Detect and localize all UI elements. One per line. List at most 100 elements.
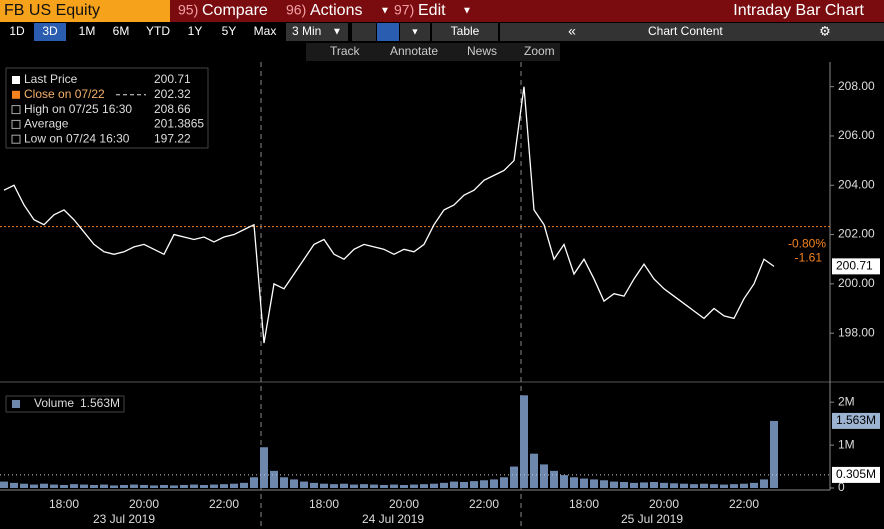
x-tick-label: 20:00 (129, 497, 159, 511)
volume-bar (550, 470, 558, 488)
period-label[interactable]: 6M (113, 24, 130, 38)
period-button[interactable] (106, 23, 136, 41)
line-icon[interactable] (352, 23, 376, 41)
collapse[interactable]: « (568, 23, 576, 39)
volume-legend-box (5, 395, 125, 413)
tool[interactable]: Track (330, 44, 361, 58)
tool[interactable]: News (467, 44, 497, 58)
volume-bar (530, 453, 538, 488)
x-tick-label: 22:00 (729, 497, 759, 511)
volume-bar (750, 482, 758, 488)
volume-bar (210, 484, 218, 488)
y-tick-label: 0 (838, 480, 845, 494)
period-button[interactable] (140, 23, 176, 41)
menu-number[interactable]: 97) (394, 2, 414, 18)
period-button[interactable] (214, 23, 244, 41)
y-tick-label: 2M (838, 394, 855, 408)
volume-bar (270, 470, 278, 488)
legend-swatch (11, 119, 21, 129)
table-button[interactable]: Table (451, 24, 480, 38)
volume-bar (120, 484, 128, 488)
top-bar (0, 0, 884, 22)
y-tick-label: 202.00 (838, 227, 875, 241)
security[interactable]: FB US Equity (4, 2, 100, 19)
period-button[interactable] (4, 23, 30, 41)
volume-bar (100, 484, 108, 488)
volume-bar (570, 477, 578, 488)
volume-bar (430, 483, 438, 488)
volume-bar (0, 481, 8, 488)
volume-bar (670, 483, 678, 488)
dropdown-arrow: ▼ (411, 26, 420, 36)
security-box[interactable] (0, 0, 170, 22)
volume-bar (480, 480, 488, 488)
legend-swatch (11, 134, 21, 144)
volume-bar (90, 484, 98, 488)
volume-legend-value: 1.563M (80, 396, 120, 410)
x-tick-label: 20:00 (649, 497, 679, 511)
period-button[interactable] (180, 23, 210, 41)
volume-bar (740, 483, 748, 488)
period-button[interactable] (72, 23, 102, 41)
menu-label[interactable]: Compare (202, 2, 268, 19)
volume-bar (500, 477, 508, 488)
menu-label[interactable]: Edit (418, 2, 446, 19)
last-price-tag: 200.71 (836, 259, 873, 273)
volume-bar (660, 482, 668, 488)
volume-bar (380, 484, 388, 488)
chart-content-button[interactable]: Chart Content (648, 24, 723, 38)
volume-bar (320, 483, 328, 488)
volume-bar (190, 484, 198, 488)
interval-box[interactable] (286, 23, 348, 41)
legend-label: Close on 07/22 (24, 87, 105, 101)
bar-icon[interactable] (377, 23, 399, 41)
legend-label: Low on 07/24 16:30 (24, 131, 130, 145)
period-button[interactable] (248, 23, 282, 41)
menu-number[interactable]: 96) (286, 2, 306, 18)
volume-bar (230, 483, 238, 488)
x-tick-label: 18:00 (309, 497, 339, 511)
y-tick-label: 206.00 (838, 128, 875, 142)
period-label[interactable]: 1D (9, 24, 25, 38)
volume-bar (350, 484, 358, 488)
period-label[interactable]: 3D (42, 24, 58, 38)
volume-bar (50, 484, 58, 488)
table-box[interactable] (432, 23, 498, 41)
tool[interactable]: Zoom (524, 44, 555, 58)
period-label[interactable]: 1Y (188, 24, 203, 38)
volume-bar (280, 477, 288, 488)
volume-bar (400, 484, 408, 488)
volume-bar (440, 482, 448, 488)
volume-bar (30, 484, 38, 488)
average-volume-tag: 0.305M (836, 467, 876, 481)
period-button[interactable] (34, 23, 66, 41)
volume-bar (590, 479, 598, 488)
interval[interactable]: 3 Min (292, 24, 321, 38)
volume-bar (720, 484, 728, 488)
volume-bar (490, 479, 498, 488)
icon-dropdown[interactable] (400, 23, 430, 41)
period-label[interactable]: Max (254, 24, 277, 38)
legend-swatch (12, 90, 20, 99)
volume-bar (450, 481, 458, 488)
settings[interactable]: ⚙ (819, 23, 831, 38)
screen-title: Intraday Bar Chart (733, 2, 864, 19)
period-label[interactable]: 1M (79, 24, 96, 38)
volume-bar (700, 483, 708, 488)
period-label[interactable]: 5Y (222, 24, 237, 38)
volume-bar (170, 485, 178, 488)
volume-bar (710, 484, 718, 488)
menu-number[interactable]: 95) (178, 2, 198, 18)
menu-label[interactable]: Actions (310, 2, 362, 19)
date-label: 23 Jul 2019 (93, 512, 155, 526)
period-label[interactable]: YTD (146, 24, 170, 38)
volume-bar (730, 484, 738, 488)
volume-bar (580, 478, 588, 488)
last-price-tag-box (832, 258, 880, 275)
volume-bar (150, 485, 158, 488)
tool[interactable]: Annotate (390, 44, 438, 58)
volume-bar (680, 483, 688, 488)
volume-bar (80, 484, 88, 488)
